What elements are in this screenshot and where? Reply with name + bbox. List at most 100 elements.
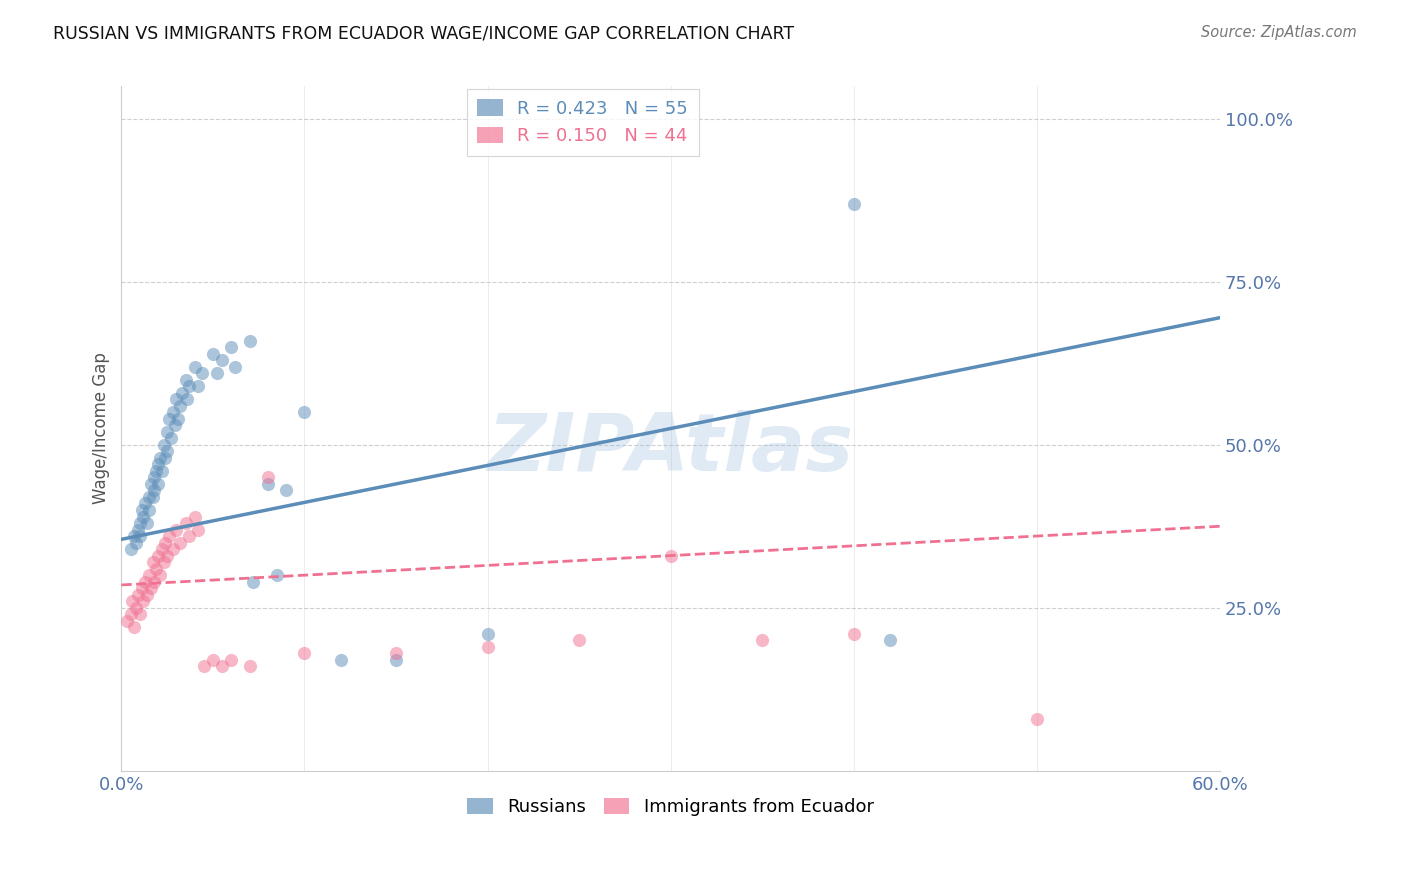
Point [120,607,142,622]
Point [187,379,209,393]
Point [132,594,155,608]
Point [179,529,201,543]
Point [183,509,205,524]
Point [139,477,162,491]
Point [155,535,177,549]
Point [191,366,214,380]
Point [125,535,148,549]
Point [477,627,499,641]
Point [149,450,172,465]
Point [174,516,197,530]
Point [219,340,242,354]
Point [132,509,155,524]
Point [127,588,149,602]
Point [842,627,865,641]
Point [134,574,156,589]
Point [211,353,233,368]
Point [156,425,179,439]
Point [115,614,138,628]
Point [276,483,298,498]
Point [131,581,153,595]
Point [146,549,169,563]
Point [257,470,280,484]
Point [128,529,150,543]
Point [136,516,159,530]
Point [143,483,166,498]
Point [136,588,159,602]
Point [205,366,228,380]
Point [330,653,353,667]
Point [160,431,183,445]
Point [143,470,166,484]
Point [131,503,153,517]
Point [134,496,156,510]
Point [219,653,242,667]
Point [257,477,280,491]
Point [659,549,682,563]
Point [128,607,150,622]
Point [142,555,165,569]
Point [155,450,177,465]
Point [165,392,187,407]
Text: ZIPAtlas: ZIPAtlas [488,410,853,488]
Text: RUSSIAN VS IMMIGRANTS FROM ECUADOR WAGE/INCOME GAP CORRELATION CHART: RUSSIAN VS IMMIGRANTS FROM ECUADOR WAGE/… [53,25,794,43]
Y-axis label: Wage/Income Gap: Wage/Income Gap [93,352,110,505]
Point [163,418,186,433]
Point [179,379,201,393]
Point [145,562,167,576]
Point [165,523,187,537]
Point [146,477,169,491]
Point [157,411,180,425]
Point [266,568,288,582]
Point [242,574,264,589]
Point [211,659,233,673]
Point [239,334,262,348]
Point [162,405,184,419]
Point [121,594,143,608]
Point [150,542,173,557]
Point [157,529,180,543]
Point [879,633,901,648]
Point [169,399,191,413]
Point [568,633,591,648]
Legend: Russians, Immigrants from Ecuador: Russians, Immigrants from Ecuador [460,790,882,823]
Point [385,646,408,660]
Point [156,549,179,563]
Point [122,620,145,634]
Point [187,523,209,537]
Point [138,490,160,504]
Point [138,568,160,582]
Point [224,359,246,374]
Point [201,346,224,360]
Point [294,646,316,660]
Point [294,405,316,419]
Point [152,555,174,569]
Point [122,529,145,543]
Point [385,653,408,667]
Point [751,633,773,648]
Point [477,640,499,654]
Point [156,444,179,458]
Point [842,196,865,211]
Text: Source: ZipAtlas.com: Source: ZipAtlas.com [1201,25,1357,40]
Point [127,523,149,537]
Point [125,600,148,615]
Point [143,574,166,589]
Point [146,458,169,472]
Point [169,535,191,549]
Point [1025,712,1047,726]
Point [138,503,160,517]
Point [167,411,190,425]
Point [142,490,165,504]
Point [201,653,224,667]
Point [149,568,172,582]
Point [128,516,150,530]
Point [150,464,173,478]
Point [152,438,174,452]
Point [239,659,262,673]
Point [193,659,215,673]
Point [162,542,184,557]
Point [145,464,167,478]
Point [183,359,205,374]
Point [139,581,162,595]
